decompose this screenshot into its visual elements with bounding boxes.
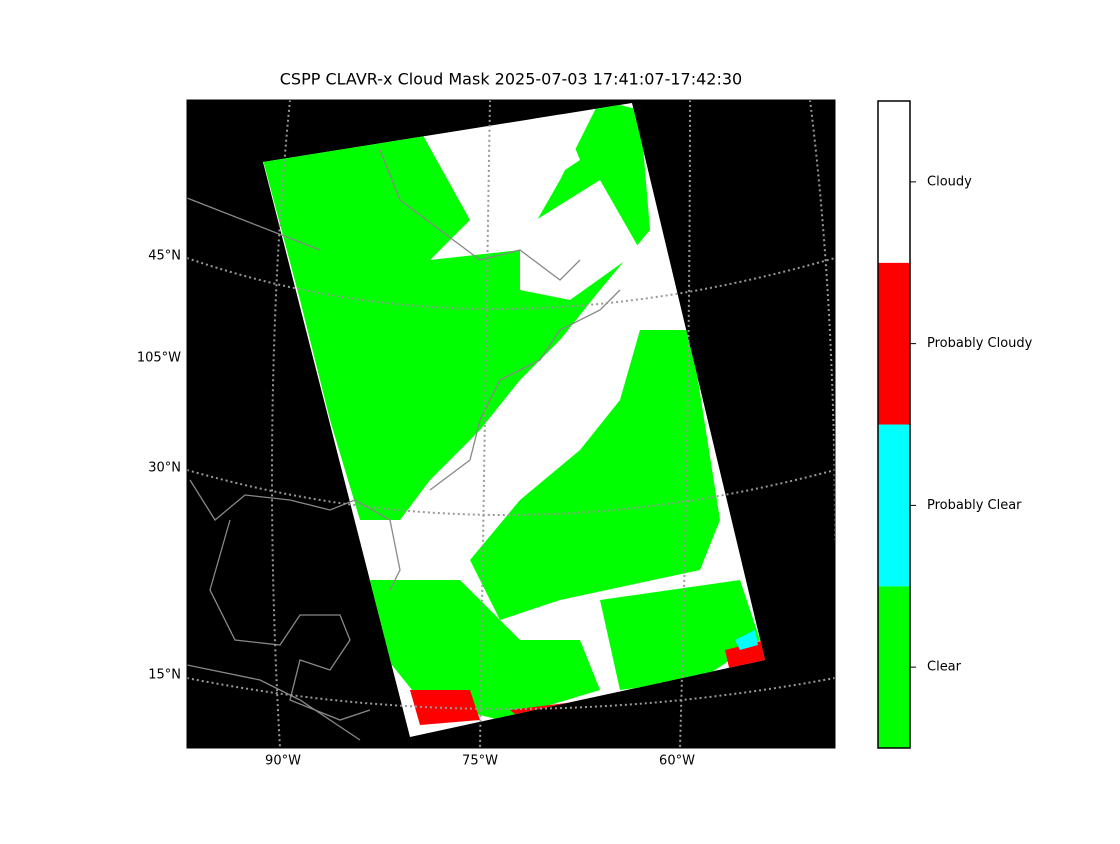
colorbar-swatch	[878, 262, 910, 425]
colorbar-label: Probably Clear	[927, 498, 1022, 513]
graticule	[187, 100, 835, 748]
colorbar-swatch	[878, 101, 910, 263]
lat-label: 45°N	[148, 249, 181, 264]
lon-label: 90°W	[265, 754, 301, 769]
lat-label: 15°N	[148, 668, 181, 683]
colorbar-swatch	[878, 586, 910, 748]
lon-label: 60°W	[659, 754, 695, 769]
map	[187, 100, 835, 748]
colorbar-frame	[877, 100, 911, 749]
colorbar-swatch	[878, 424, 910, 587]
longitude-labels: 90°W 75°W 60°W	[265, 754, 695, 769]
colorbar-label: Clear	[927, 660, 962, 675]
lat-label: 30°N	[148, 461, 181, 476]
clear-areas	[263, 103, 760, 720]
probably-clear-area	[735, 630, 758, 650]
coastlines	[187, 149, 621, 741]
lat-label: 105°W	[137, 351, 181, 366]
colorbar-label: Probably Cloudy	[927, 336, 1033, 351]
latitude-labels: 45°N 105°W 30°N 15°N	[137, 249, 181, 683]
colorbar-label: Cloudy	[927, 174, 972, 189]
colorbar: Clear Probably Clear Probably Cloudy Cloudy	[877, 100, 1033, 749]
map-title: CSPP CLAVR-x Cloud Mask 2025-07-03 17:41…	[280, 70, 742, 89]
lon-label: 75°W	[462, 754, 498, 769]
